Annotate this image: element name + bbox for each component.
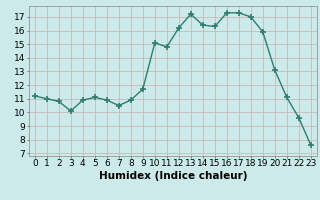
X-axis label: Humidex (Indice chaleur): Humidex (Indice chaleur) (99, 171, 247, 181)
